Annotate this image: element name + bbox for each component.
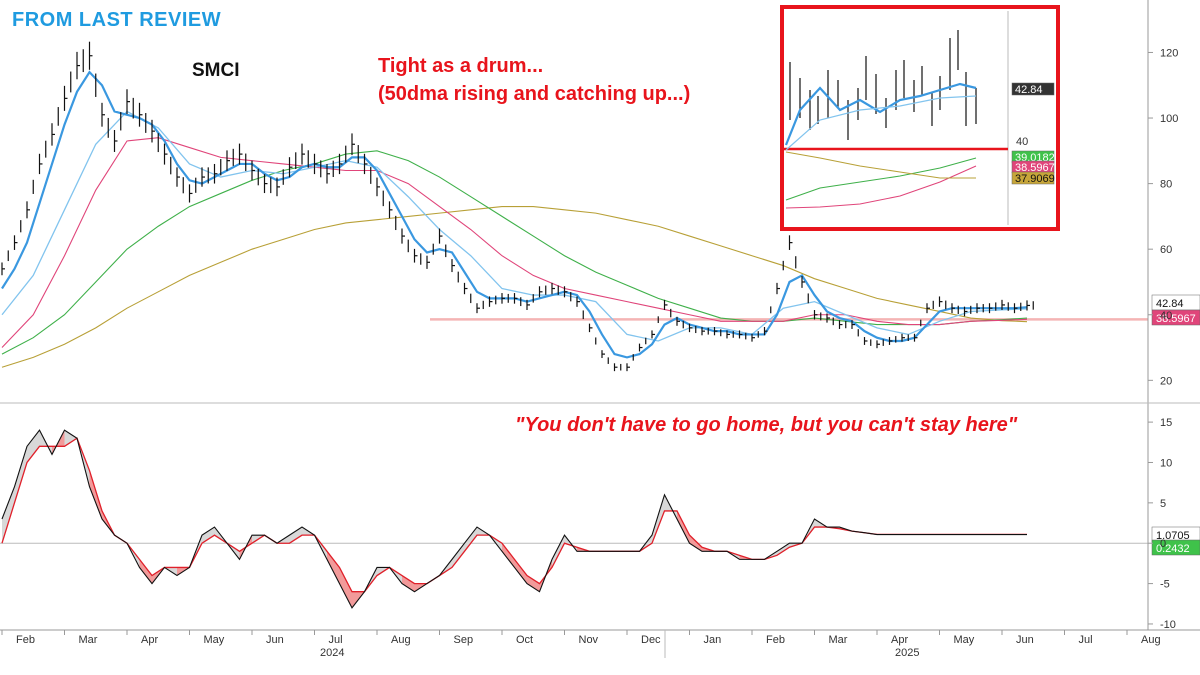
osc-fill (452, 543, 465, 568)
price-panel: 42.84 38.5967 (1, 41, 1200, 372)
osc-fill (202, 527, 215, 544)
osc-tick-label: -5 (1160, 579, 1170, 591)
osc-fill (289, 527, 302, 544)
year-label-2025: 2025 (895, 647, 919, 659)
ma-50-line (1, 150, 1028, 355)
signal-value-label: 0.2432 (1156, 543, 1190, 555)
osc-fill (64, 430, 77, 447)
page-title: FROM LAST REVIEW (12, 9, 222, 31)
signal-value-label-bg (1151, 539, 1200, 556)
month-tick-label: Feb (16, 634, 35, 646)
price-tick-label: 60 (1160, 244, 1172, 256)
month-tick-label: Aug (391, 634, 411, 646)
axes: 20 40 60 80 100 120 15 10 5 0 -5 -10 Feb Mar Apr May Jun… (0, 0, 1200, 659)
month-tick-label: Jun (1016, 634, 1034, 646)
month-tick-label: Sep (454, 634, 474, 646)
month-tick-label: Mar (829, 634, 848, 646)
last-price-label: 42.84 (1156, 298, 1184, 310)
osc-tick-label: 15 (1160, 417, 1172, 429)
inset-ma-200-line (785, 151, 976, 179)
year-label-2024: 2024 (320, 647, 344, 659)
month-tick-label: Dec (641, 634, 661, 646)
month-tick-label: Jul (329, 634, 343, 646)
osc-fill (514, 559, 527, 584)
signal-line (1, 437, 1027, 593)
inset-badge-bg (1011, 171, 1055, 185)
ma-10-line (1, 110, 1028, 342)
inset-ma-fast-line (784, 82, 977, 146)
osc-fill (339, 567, 352, 608)
price-tick-label: 100 (1160, 113, 1178, 125)
inset-badge-label: 37.9069 (1015, 173, 1055, 185)
inset-ma-20-line (785, 165, 977, 209)
month-tick-label: Mar (79, 634, 98, 646)
osc-fill (402, 575, 415, 592)
month-tick-label: May (204, 634, 225, 646)
month-tick-label: Jan (704, 634, 722, 646)
osc-fill (527, 575, 540, 592)
inset-level-label: 40 (1016, 136, 1028, 148)
osc-tick-label: 0 (1160, 538, 1166, 550)
month-tick-label: May (954, 634, 975, 646)
month-tick-label: Apr (891, 634, 908, 646)
inset-badge-label: 42.84 (1015, 84, 1043, 96)
macd-value-label: 1.0705 (1156, 530, 1190, 542)
osc-tick-label: -10 (1160, 619, 1176, 631)
annotation-tight: Tight as a drum... (50dma rising and cat… (378, 52, 690, 108)
inset-ma-50-line (785, 157, 977, 201)
osc-fill (677, 510, 690, 544)
osc-fill (464, 527, 477, 552)
inset-frame (780, 5, 1060, 231)
inset-badge-bg (1011, 82, 1055, 96)
osc-fill (2, 486, 15, 544)
osc-fill (689, 535, 702, 552)
osc-fill (327, 551, 340, 584)
price-tick-label: 120 (1160, 47, 1178, 59)
month-tick-label: Jun (266, 634, 284, 646)
annotation-quote: "You don't have to go home, but you can'… (515, 414, 1018, 436)
ticker-label: SMCI (192, 60, 240, 81)
osc-fill (502, 543, 515, 568)
price-tick-label: 80 (1160, 179, 1172, 191)
osc-tick-label: 5 (1160, 498, 1166, 510)
macd-line (1, 429, 1027, 609)
osc-fill (27, 430, 40, 463)
osc-fill (552, 535, 565, 568)
month-tick-label: Jul (1079, 634, 1093, 646)
inset-badge-label: 38.5967 (1015, 162, 1055, 174)
annotation-line-2: (50dma rising and catching up...) (378, 83, 691, 105)
osc-fill (652, 494, 665, 544)
month-tick-label: Aug (1141, 634, 1161, 646)
osc-fill (14, 446, 27, 503)
ma-200-line (1, 206, 1028, 368)
osc-fill (777, 543, 790, 556)
osc-fill (139, 559, 152, 584)
ma-20-line (1, 137, 1028, 348)
inset-ma-10-line (785, 95, 977, 151)
month-tick-label: Apr (141, 634, 158, 646)
ma20-price-label: 38.5967 (1156, 313, 1196, 325)
price-tick-label: 40 (1160, 310, 1172, 322)
ma20-price-label-bg (1151, 309, 1200, 326)
month-tick-label: Nov (579, 634, 599, 646)
month-tick-label: Feb (766, 634, 785, 646)
annotation-line-1: Tight as a drum... (378, 55, 544, 77)
price-tick-label: 20 (1160, 375, 1172, 387)
month-tick-label: Oct (516, 634, 533, 646)
osc-tick-label: 10 (1160, 457, 1172, 469)
